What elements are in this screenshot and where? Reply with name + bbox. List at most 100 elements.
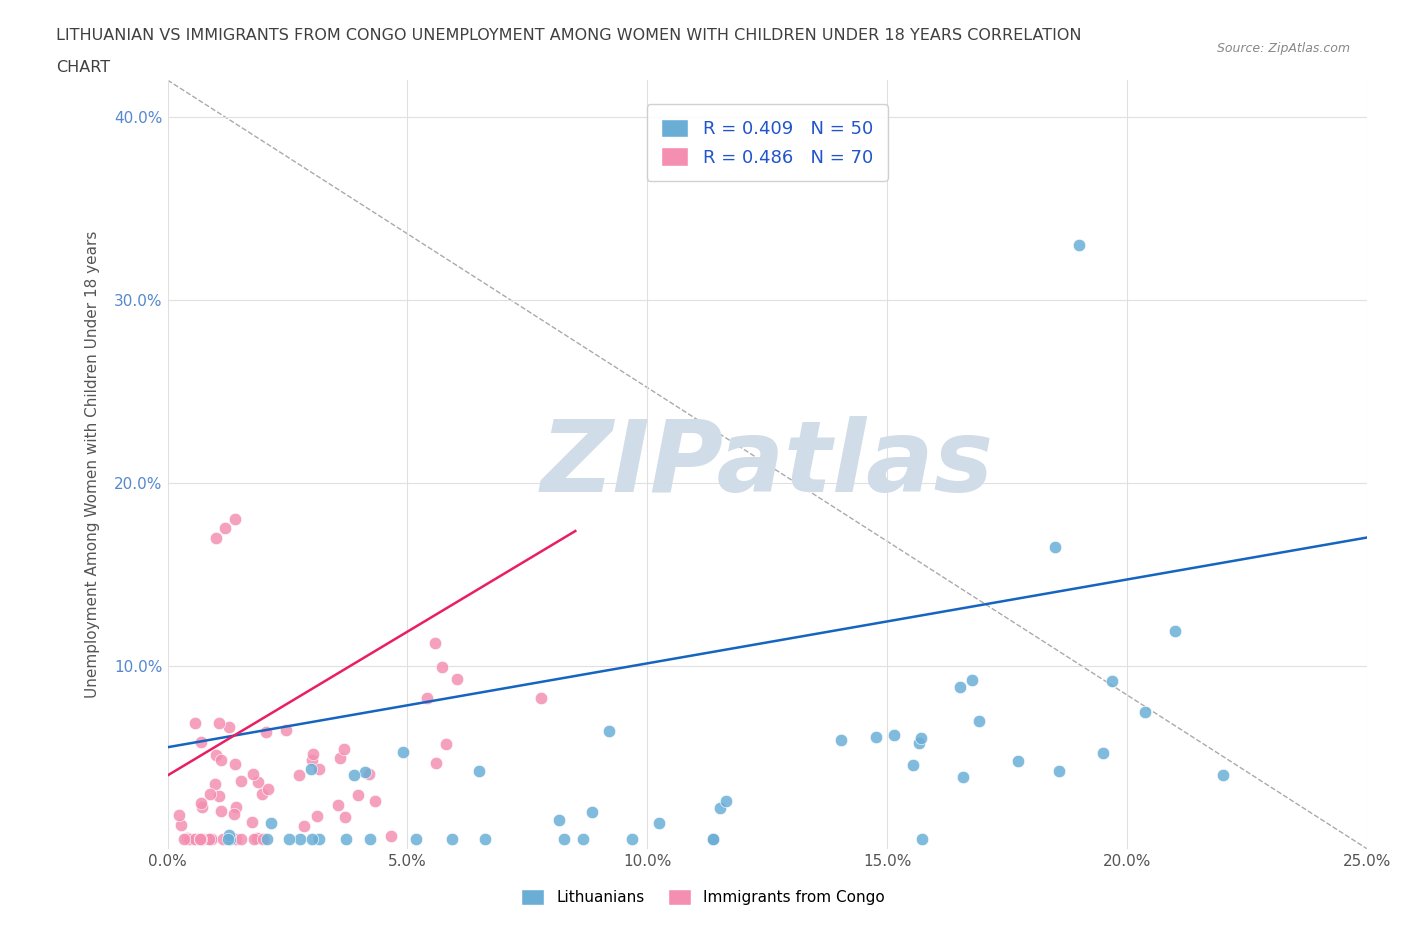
Lithuanians <box>716 793 738 808</box>
Immigrants from Congo <box>364 794 387 809</box>
Immigrants from Congo <box>225 832 247 847</box>
Lithuanians <box>709 801 731 816</box>
Immigrants from Congo <box>190 832 212 847</box>
Y-axis label: Unemployment Among Women with Children Under 18 years: Unemployment Among Women with Children U… <box>86 231 100 698</box>
Immigrants from Congo <box>176 830 198 845</box>
Lithuanians <box>910 730 932 745</box>
Lithuanians <box>883 727 905 742</box>
Lithuanians <box>343 767 366 782</box>
Lithuanians <box>277 832 299 847</box>
Lithuanians <box>392 745 415 760</box>
Immigrants from Congo <box>184 832 207 847</box>
Immigrants from Congo <box>301 753 323 768</box>
Immigrants from Congo <box>218 720 240 735</box>
Immigrants from Congo <box>333 809 356 824</box>
Immigrants from Congo <box>224 512 246 526</box>
Immigrants from Congo <box>188 832 211 847</box>
Immigrants from Congo <box>188 832 211 847</box>
Immigrants from Congo <box>254 724 277 739</box>
Immigrants from Congo <box>209 804 232 818</box>
Lithuanians <box>441 832 464 847</box>
Lithuanians <box>702 832 724 847</box>
Immigrants from Congo <box>416 690 439 705</box>
Immigrants from Congo <box>530 690 553 705</box>
Immigrants from Congo <box>204 777 226 791</box>
Immigrants from Congo <box>425 755 447 770</box>
Immigrants from Congo <box>214 521 236 536</box>
Immigrants from Congo <box>446 671 468 686</box>
Lithuanians <box>581 804 603 819</box>
Immigrants from Congo <box>229 832 252 847</box>
Immigrants from Congo <box>190 796 212 811</box>
Lithuanians <box>621 832 644 847</box>
Immigrants from Congo <box>423 636 446 651</box>
Immigrants from Congo <box>173 832 195 847</box>
Immigrants from Congo <box>246 830 269 845</box>
Lithuanians <box>474 832 496 847</box>
Lithuanians <box>468 764 491 778</box>
Immigrants from Congo <box>222 806 245 821</box>
Immigrants from Congo <box>187 832 209 847</box>
Lithuanians <box>354 764 377 779</box>
Immigrants from Congo <box>242 815 264 830</box>
Immigrants from Congo <box>242 766 264 781</box>
Immigrants from Congo <box>243 832 266 847</box>
Immigrants from Congo <box>276 723 298 737</box>
Lithuanians <box>219 832 242 847</box>
Immigrants from Congo <box>257 781 280 796</box>
Immigrants from Congo <box>167 807 190 822</box>
Immigrants from Congo <box>191 800 214 815</box>
Immigrants from Congo <box>332 741 354 756</box>
Lithuanians <box>865 729 887 744</box>
Lithuanians <box>1043 539 1066 554</box>
Lithuanians <box>1047 764 1070 778</box>
Lithuanians <box>553 832 575 847</box>
Lithuanians <box>572 832 595 847</box>
Lithuanians <box>359 832 381 847</box>
Lithuanians <box>1067 237 1090 252</box>
Immigrants from Congo <box>301 747 323 762</box>
Immigrants from Congo <box>190 735 212 750</box>
Lithuanians <box>598 724 620 738</box>
Lithuanians <box>949 679 972 694</box>
Text: CHART: CHART <box>56 60 110 75</box>
Lithuanians <box>967 713 990 728</box>
Immigrants from Congo <box>208 789 231 804</box>
Immigrants from Congo <box>430 659 453 674</box>
Lithuanians <box>911 832 934 847</box>
Lithuanians <box>648 816 671 830</box>
Lithuanians <box>335 832 357 847</box>
Text: Source: ZipAtlas.com: Source: ZipAtlas.com <box>1216 42 1350 55</box>
Immigrants from Congo <box>191 832 214 847</box>
Immigrants from Congo <box>184 715 207 730</box>
Immigrants from Congo <box>190 832 212 847</box>
Lithuanians <box>702 832 724 847</box>
Legend: R = 0.409   N = 50, R = 0.486   N = 70: R = 0.409 N = 50, R = 0.486 N = 70 <box>647 104 887 181</box>
Lithuanians <box>256 832 278 847</box>
Lithuanians <box>548 812 571 827</box>
Immigrants from Congo <box>201 832 224 847</box>
Immigrants from Congo <box>179 832 201 847</box>
Text: ZIPatlas: ZIPatlas <box>541 416 994 512</box>
Immigrants from Congo <box>183 832 205 847</box>
Lithuanians <box>218 828 240 843</box>
Immigrants from Congo <box>380 828 402 843</box>
Immigrants from Congo <box>250 787 273 802</box>
Lithuanians <box>1091 746 1114 761</box>
Immigrants from Congo <box>211 832 233 847</box>
Immigrants from Congo <box>347 788 370 803</box>
Immigrants from Congo <box>193 831 215 846</box>
Lithuanians <box>308 832 330 847</box>
Text: LITHUANIAN VS IMMIGRANTS FROM CONGO UNEMPLOYMENT AMONG WOMEN WITH CHILDREN UNDER: LITHUANIAN VS IMMIGRANTS FROM CONGO UNEM… <box>56 28 1081 43</box>
Immigrants from Congo <box>209 753 232 768</box>
Immigrants from Congo <box>359 766 381 781</box>
Immigrants from Congo <box>170 817 193 832</box>
Immigrants from Congo <box>198 787 221 802</box>
Lithuanians <box>952 769 974 784</box>
Lithuanians <box>907 736 929 751</box>
Immigrants from Congo <box>305 808 328 823</box>
Lithuanians <box>405 832 427 847</box>
Legend: Lithuanians, Immigrants from Congo: Lithuanians, Immigrants from Congo <box>513 882 893 913</box>
Immigrants from Congo <box>329 751 352 765</box>
Immigrants from Congo <box>308 762 330 777</box>
